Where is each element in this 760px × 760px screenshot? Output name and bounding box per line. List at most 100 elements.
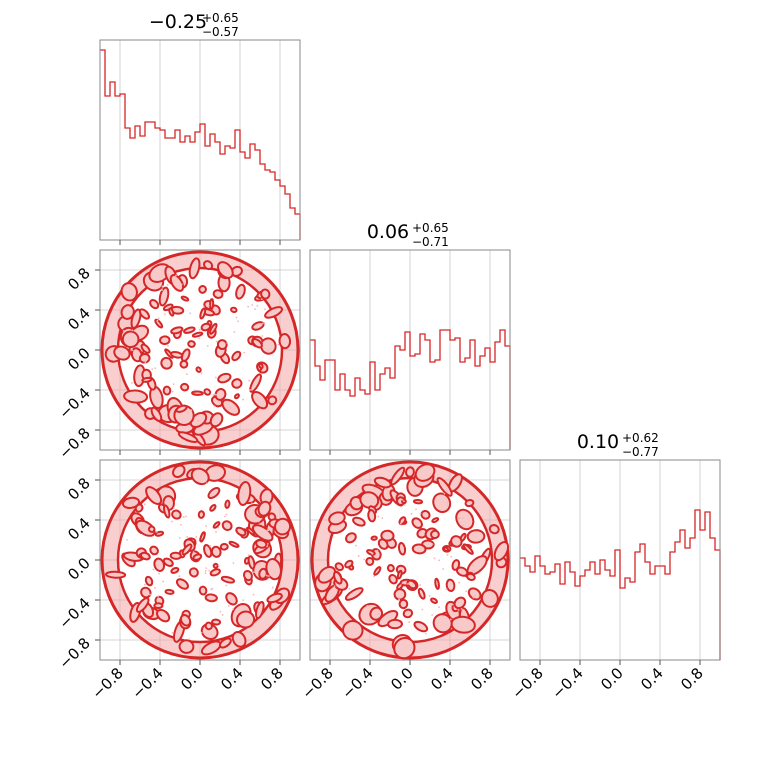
sample-point [253, 571, 255, 574]
sample-point [407, 583, 409, 585]
contour-island [386, 564, 395, 573]
sample-point [207, 304, 210, 307]
contour-island [180, 382, 190, 392]
contour-blob [209, 412, 224, 428]
sample-point [175, 274, 177, 277]
histogram-panel-0: −0.25+0.65−0.57 [99, 11, 301, 245]
contour-island [380, 529, 395, 542]
sample-point [376, 549, 379, 552]
contour-blob [145, 486, 163, 505]
density-panel-0-2: −0.8−0.8−0.4−0.40.00.00.40.40.80.8 [55, 459, 301, 703]
sample-point [166, 389, 169, 392]
contour-island [209, 298, 215, 310]
sample-point [348, 587, 351, 590]
contour-island [203, 388, 212, 396]
sample-point [398, 598, 401, 601]
y-tick-label: −0.8 [55, 634, 93, 672]
contour-island [373, 566, 382, 576]
contour-blob [466, 529, 486, 544]
sample-point [261, 322, 264, 325]
sample-point [237, 320, 239, 323]
contour-island [162, 557, 174, 567]
sample-point [363, 558, 366, 561]
contour-island [220, 575, 236, 584]
panel-title-lower-error: −0.57 [202, 25, 239, 39]
sample-point [214, 393, 217, 396]
contour-island [221, 520, 233, 532]
contour-island [154, 318, 164, 329]
contour-blob [257, 500, 272, 517]
contour-blob [113, 345, 131, 361]
sample-point [158, 572, 160, 575]
sample-point [257, 520, 260, 523]
x-tick-label: −0.4 [128, 664, 166, 702]
histogram-panel-1: 0.06 +0.65−0.71 [309, 221, 511, 455]
sample-point [180, 283, 183, 286]
histogram-panel-2: −0.8 −0.4 0.0 0.4 0.8 0.10 +0.62−0.77 [508, 431, 721, 703]
contour-blob [190, 467, 210, 486]
sample-point [232, 562, 235, 564]
x-tick-label: 0.4 [637, 664, 667, 694]
contour-island [228, 540, 240, 548]
sample-point [349, 535, 352, 538]
sample-point [205, 482, 208, 485]
contour-blob [328, 511, 346, 526]
sample-point [457, 609, 460, 611]
contour-island [231, 378, 243, 389]
contour-blob [342, 620, 364, 641]
contour-blob [455, 508, 475, 531]
contour-blob [251, 390, 269, 410]
sample-point [377, 515, 380, 518]
sample-point [130, 381, 133, 384]
sample-point [446, 490, 448, 492]
contour-island [352, 516, 366, 527]
sample-point [187, 411, 190, 414]
contour-blob [120, 304, 135, 320]
contour-blob [235, 610, 256, 629]
y-tick-label: −0.8 [55, 424, 93, 462]
contour-island [217, 372, 232, 384]
contour-island [204, 593, 218, 603]
sample-point [446, 501, 449, 504]
contour-island [191, 331, 204, 338]
sample-point [219, 610, 222, 613]
x-tick-label: 0.8 [677, 664, 707, 694]
sample-point [157, 595, 159, 598]
contour-island [147, 525, 156, 533]
contour-island [443, 546, 450, 552]
contour-blob [414, 463, 436, 482]
contour-blob [413, 620, 429, 633]
sample-point [266, 545, 269, 548]
contour-island [175, 578, 189, 590]
sample-point [119, 350, 122, 353]
sample-point [235, 316, 238, 319]
contour-island [412, 498, 424, 505]
contour-island [180, 295, 190, 302]
sample-point [458, 517, 461, 520]
contour-island [451, 559, 461, 571]
sample-point [267, 548, 270, 551]
contour-island [365, 556, 375, 566]
sample-point [277, 343, 280, 346]
contour-blob [267, 395, 278, 406]
sample-point [473, 595, 476, 597]
contour-blob [138, 308, 151, 320]
histogram-step-line [100, 49, 301, 240]
contour-blob [488, 524, 500, 535]
contour-blob [480, 589, 499, 608]
sample-point [250, 502, 253, 505]
sample-point [431, 614, 434, 616]
contour-blob [467, 587, 482, 601]
contour-island [144, 575, 154, 587]
panel-title-upper-error: +0.65 [412, 221, 449, 235]
contour-island [212, 289, 224, 299]
sample-point [171, 520, 173, 523]
sample-point [255, 516, 258, 519]
contour-blob [274, 517, 292, 536]
contour-island [430, 597, 438, 604]
contour-island [200, 322, 212, 332]
x-tick-label: 0.0 [387, 664, 417, 694]
contour-island [171, 509, 182, 520]
contour-island [140, 343, 151, 354]
contour-island [411, 543, 427, 555]
